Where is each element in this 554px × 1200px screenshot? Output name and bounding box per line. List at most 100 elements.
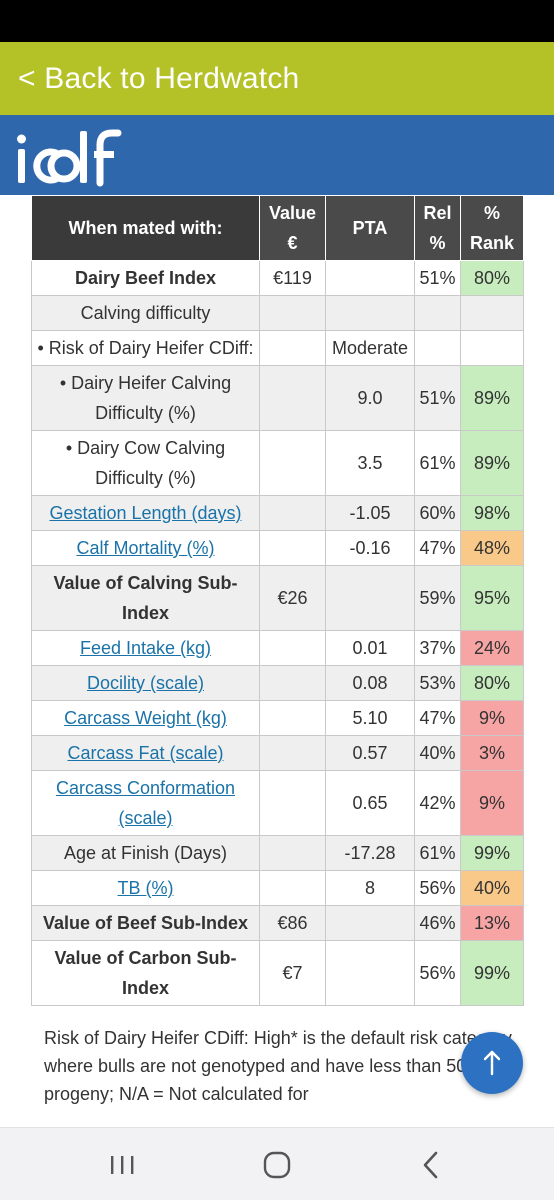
- rel-cell: 53%: [414, 665, 461, 701]
- back-to-herdwatch-link[interactable]: < Back to Herdwatch: [18, 62, 300, 95]
- pta-cell: -1.05: [325, 495, 415, 531]
- home-icon[interactable]: [257, 1148, 297, 1182]
- rank-cell: 89%: [460, 365, 524, 431]
- rank-cell: [460, 330, 524, 366]
- trait-link-cell: Carcass Conformation (scale): [31, 770, 260, 836]
- trait-link-cell: Feed Intake (kg): [31, 630, 260, 666]
- pta-cell: [325, 565, 415, 631]
- calf-mortality-link[interactable]: Calf Mortality (%): [76, 538, 215, 558]
- value-cell: [259, 770, 326, 836]
- back-icon[interactable]: [412, 1148, 452, 1182]
- docility-link[interactable]: Docility (scale): [86, 673, 205, 693]
- rel-cell: 51%: [414, 365, 461, 431]
- pta-cell: 3.5: [325, 430, 415, 496]
- pta-cell: 8: [325, 870, 415, 906]
- trait-label: Dairy Beef Index: [31, 260, 260, 296]
- arrow-up-icon: [483, 1050, 501, 1076]
- table-row: Value of Carbon Sub-Index €7 56% 99%: [31, 940, 524, 1006]
- gestation-length-link[interactable]: Gestation Length (days): [49, 503, 242, 523]
- pta-cell: -17.28: [325, 835, 415, 871]
- rank-cell: 99%: [460, 940, 524, 1006]
- table-row: • Risk of Dairy Heifer CDiff: Moderate: [31, 330, 524, 366]
- trait-label: Age at Finish (Days): [31, 835, 260, 871]
- back-bar: < Back to Herdwatch: [0, 42, 554, 115]
- trait-link-cell: Docility (scale): [31, 665, 260, 701]
- table-row: Calf Mortality (%) -0.16 47% 48%: [31, 530, 524, 566]
- rank-cell: 95%: [460, 565, 524, 631]
- value-cell: €7: [259, 940, 326, 1006]
- pta-cell: [325, 940, 415, 1006]
- rank-cell: 9%: [460, 700, 524, 736]
- value-cell: [259, 700, 326, 736]
- carcass-conformation-link[interactable]: Carcass Conformation (scale): [55, 778, 236, 828]
- value-cell: [259, 495, 326, 531]
- pta-cell: [325, 260, 415, 296]
- rel-cell: [414, 330, 461, 366]
- rank-cell: 13%: [460, 905, 524, 941]
- table-row: TB (%) 8 56% 40%: [31, 870, 524, 906]
- rank-cell: 89%: [460, 430, 524, 496]
- table-row: Carcass Conformation (scale) 0.65 42% 9%: [31, 770, 524, 836]
- carcass-weight-link[interactable]: Carcass Weight (kg): [64, 708, 227, 728]
- header-when-mated: When mated with:: [31, 195, 260, 261]
- header-value: Value €: [259, 195, 326, 261]
- rank-cell: 9%: [460, 770, 524, 836]
- feed-intake-link[interactable]: Feed Intake (kg): [79, 638, 212, 658]
- trait-link-cell: Carcass Weight (kg): [31, 700, 260, 736]
- value-cell: [259, 530, 326, 566]
- trait-label: • Risk of Dairy Heifer CDiff:: [31, 330, 260, 366]
- rank-cell: 3%: [460, 735, 524, 771]
- recents-icon[interactable]: [102, 1148, 142, 1182]
- table-header-row: When mated with: Value € PTA Rel % % Ran…: [31, 195, 524, 261]
- rank-cell: 99%: [460, 835, 524, 871]
- tb-link[interactable]: TB (%): [117, 878, 174, 898]
- rel-cell: 56%: [414, 940, 461, 1006]
- table-row: Calving difficulty: [31, 295, 524, 331]
- header-rank: % Rank: [460, 195, 524, 261]
- rel-cell: 61%: [414, 835, 461, 871]
- status-bar: [0, 0, 554, 42]
- header-rel: Rel %: [414, 195, 461, 261]
- rank-cell: 40%: [460, 870, 524, 906]
- pta-cell: 0.08: [325, 665, 415, 701]
- rel-cell: 37%: [414, 630, 461, 666]
- trait-label: Calving difficulty: [31, 295, 260, 331]
- rank-cell: 98%: [460, 495, 524, 531]
- pta-cell: 0.65: [325, 770, 415, 836]
- rel-cell: 60%: [414, 495, 461, 531]
- table-row: Gestation Length (days) -1.05 60% 98%: [31, 495, 524, 531]
- scroll-to-top-button[interactable]: [461, 1032, 523, 1094]
- table-row: Value of Beef Sub-Index €86 46% 13%: [31, 905, 524, 941]
- table-row: Feed Intake (kg) 0.01 37% 24%: [31, 630, 524, 666]
- table-row: Carcass Weight (kg) 5.10 47% 9%: [31, 700, 524, 736]
- value-cell: €26: [259, 565, 326, 631]
- value-cell: [259, 365, 326, 431]
- table-row: Carcass Fat (scale) 0.57 40% 3%: [31, 735, 524, 771]
- carcass-fat-link[interactable]: Carcass Fat (scale): [67, 743, 224, 763]
- value-cell: [259, 870, 326, 906]
- pta-cell: [325, 905, 415, 941]
- rank-cell: 24%: [460, 630, 524, 666]
- rank-cell: 80%: [460, 665, 524, 701]
- rank-cell: 48%: [460, 530, 524, 566]
- rel-cell: 51%: [414, 260, 461, 296]
- rank-cell: [460, 295, 524, 331]
- header-pta: PTA: [325, 195, 415, 261]
- content-area[interactable]: When mated with: Value € PTA Rel % % Ran…: [0, 195, 554, 1127]
- table-row: Dairy Beef Index €119 51% 80%: [31, 260, 524, 296]
- trait-label: • Dairy Heifer Calving Difficulty (%): [31, 365, 260, 431]
- value-cell: [259, 630, 326, 666]
- pta-cell: 0.01: [325, 630, 415, 666]
- pta-cell: [325, 295, 415, 331]
- value-cell: [259, 430, 326, 496]
- pta-cell: Moderate: [325, 330, 415, 366]
- value-cell: [259, 665, 326, 701]
- trait-label: Value of Beef Sub-Index: [31, 905, 260, 941]
- table-row: Docility (scale) 0.08 53% 80%: [31, 665, 524, 701]
- ebi-table: When mated with: Value € PTA Rel % % Ran…: [31, 195, 524, 1006]
- value-cell: [259, 735, 326, 771]
- value-cell: €119: [259, 260, 326, 296]
- trait-link-cell: Calf Mortality (%): [31, 530, 260, 566]
- trait-link-cell: TB (%): [31, 870, 260, 906]
- trait-link-cell: Carcass Fat (scale): [31, 735, 260, 771]
